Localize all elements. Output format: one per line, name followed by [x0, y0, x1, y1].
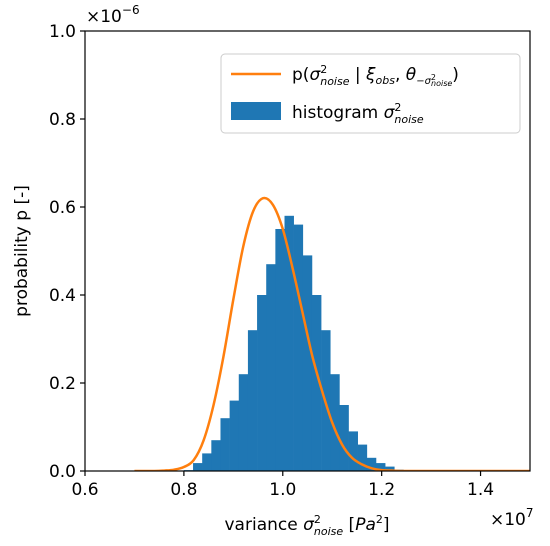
histogram-bar [284, 215, 294, 471]
histogram-bar [211, 440, 221, 471]
y-tick-label: 0.8 [49, 110, 76, 130]
histogram-bar [339, 405, 349, 471]
histogram-bar [293, 224, 304, 471]
histogram-bar [266, 264, 276, 471]
histogram-bar [366, 457, 377, 471]
histogram-bar [238, 374, 249, 471]
y-tick-label: 0.0 [49, 462, 76, 482]
y-axis-title: probability p [-] [12, 185, 32, 317]
legend-box [220, 53, 521, 134]
histogram-bar [257, 295, 267, 471]
histogram-bar [375, 463, 386, 471]
y-tick-label: 1.0 [49, 22, 76, 42]
y-tick-label: 0.2 [49, 374, 76, 394]
plot-frame [84, 30, 531, 472]
x-tick-label: 1.0 [269, 480, 296, 500]
histogram-bar [275, 229, 285, 471]
histogram-bars [183, 215, 404, 471]
y-tick-label: 0.6 [49, 198, 76, 218]
histogram-bar [357, 444, 368, 471]
x-multiplier: ×107 [490, 506, 534, 530]
x-axis-title: variance σ2 noise [Pa2] [225, 513, 390, 538]
x-tick-label: 0.6 [71, 480, 98, 500]
y-multiplier: ×10−6 [86, 3, 140, 27]
y-axis-ticks: 0.0 0.2 0.4 0.6 0.8 1.0 [49, 22, 85, 482]
histogram-bar [348, 431, 358, 471]
histogram-bar [202, 453, 212, 471]
x-tick-label: 0.8 [170, 480, 197, 500]
histogram-bar [311, 295, 322, 471]
histogram-bar [302, 255, 313, 471]
histogram-bar [247, 330, 258, 471]
histogram-bar [229, 400, 240, 471]
histogram-bar [193, 463, 203, 471]
x-tick-label: 1.4 [467, 480, 494, 500]
legend-bar-swatch [231, 102, 281, 120]
histogram-bar [385, 466, 395, 471]
y-tick-label: 0.4 [49, 286, 76, 306]
histogram-bar [330, 374, 340, 471]
x-axis-ticks: 0.6 0.8 1.0 1.2 1.4 [71, 471, 494, 500]
histogram-bar [220, 418, 230, 471]
legend: p(σ2 noise | ξobs, θ−σ2 noise) histogram σ… [220, 53, 521, 134]
x-tick-label: 1.2 [368, 480, 395, 500]
